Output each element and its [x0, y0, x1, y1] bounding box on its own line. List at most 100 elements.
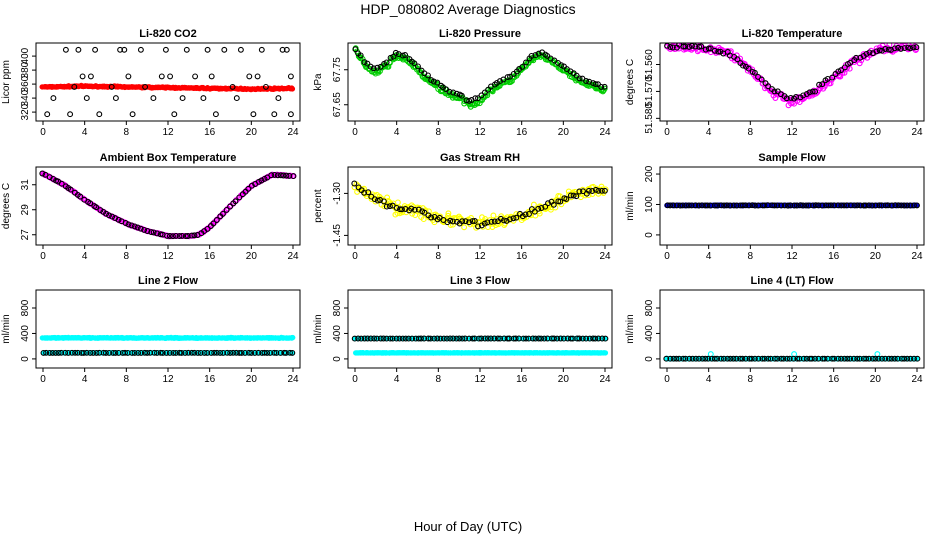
data-point — [408, 202, 415, 209]
data-point — [503, 217, 510, 224]
data-point — [409, 335, 416, 342]
data-point — [745, 65, 752, 72]
data-point — [696, 355, 702, 362]
data-point — [200, 95, 207, 102]
data-point — [718, 202, 725, 209]
data-point — [485, 86, 492, 93]
data-point — [547, 206, 554, 213]
data-point — [197, 349, 204, 356]
data-point — [911, 355, 917, 362]
data-point — [809, 202, 816, 209]
data-point — [137, 225, 144, 232]
data-point — [487, 335, 494, 342]
data-point — [380, 335, 387, 342]
plot-frame — [347, 42, 613, 122]
panel-0: Li-820 CO2 Licor ppm 0 4 8 12 16 20 24 3203403603… — [1, 28, 301, 138]
data-point — [720, 355, 727, 362]
data-point — [841, 64, 848, 71]
data-point — [358, 335, 365, 342]
data-point — [405, 335, 412, 342]
data-point — [707, 351, 714, 358]
data-point — [472, 95, 479, 102]
data-point — [194, 349, 201, 356]
data-point — [784, 355, 790, 362]
x-tick-label: 4 — [82, 127, 88, 138]
data-point — [141, 226, 148, 233]
data-point — [746, 355, 753, 362]
data-point — [97, 207, 104, 214]
data-point — [377, 335, 384, 342]
data-point — [723, 202, 730, 209]
data-point — [445, 212, 452, 219]
x-tick-label: 8 — [748, 251, 754, 262]
y-tick-label: 29 — [20, 204, 31, 216]
data-point — [87, 349, 94, 356]
data-point — [71, 83, 78, 90]
data-point — [387, 54, 394, 61]
data-point — [258, 46, 265, 53]
data-point — [287, 73, 294, 80]
data-point — [227, 349, 234, 356]
data-point — [510, 215, 517, 222]
data-point — [261, 175, 268, 182]
data-point — [361, 59, 368, 66]
x-tick-label: 12 — [474, 251, 486, 262]
data-point — [415, 335, 422, 342]
data-point — [872, 355, 879, 362]
data-point — [602, 350, 609, 356]
x-tick-label: 0 — [40, 127, 46, 138]
data-point — [535, 50, 542, 57]
points — [352, 45, 608, 110]
data-point — [251, 349, 258, 356]
data-point — [876, 202, 883, 209]
data-point — [129, 349, 136, 356]
data-point — [491, 335, 498, 342]
data-point — [844, 355, 851, 362]
data-point — [888, 355, 895, 362]
data-point — [204, 349, 211, 356]
data-point — [380, 198, 387, 205]
x-tick-label: 4 — [82, 374, 88, 385]
data-point — [224, 349, 231, 356]
data-point — [449, 218, 456, 225]
data-point — [102, 349, 109, 356]
data-point — [888, 202, 895, 209]
data-point — [254, 73, 261, 80]
data-point — [440, 335, 447, 342]
data-point — [876, 47, 883, 54]
data-point — [476, 335, 482, 342]
data-point — [65, 349, 72, 356]
data-point — [170, 349, 177, 356]
data-point — [402, 335, 409, 342]
points — [664, 43, 920, 109]
data-point — [494, 335, 501, 342]
x-tick-label: 16 — [828, 251, 840, 262]
data-point — [683, 202, 690, 209]
data-point — [351, 335, 358, 342]
data-point — [711, 355, 718, 362]
data-point — [574, 335, 581, 342]
data-point — [911, 202, 917, 209]
data-point — [383, 59, 390, 66]
x-tick-label: 0 — [352, 374, 358, 385]
x-tick-label: 24 — [599, 374, 611, 385]
data-point — [418, 335, 424, 342]
data-point — [682, 355, 689, 362]
data-point — [185, 349, 192, 356]
data-point — [204, 225, 211, 232]
data-point — [125, 221, 132, 228]
y-tick-label: 27 — [20, 229, 31, 241]
data-point — [109, 213, 116, 220]
data-point — [444, 219, 451, 226]
data-point — [121, 46, 128, 53]
data-point — [191, 232, 198, 239]
data-point — [204, 46, 211, 53]
data-point — [210, 220, 217, 227]
data-point — [897, 45, 904, 52]
data-point — [791, 202, 798, 209]
data-point — [778, 355, 785, 362]
data-point — [166, 349, 173, 356]
x-tick-label: 0 — [664, 127, 670, 138]
data-point — [271, 171, 278, 178]
data-point — [576, 188, 583, 195]
